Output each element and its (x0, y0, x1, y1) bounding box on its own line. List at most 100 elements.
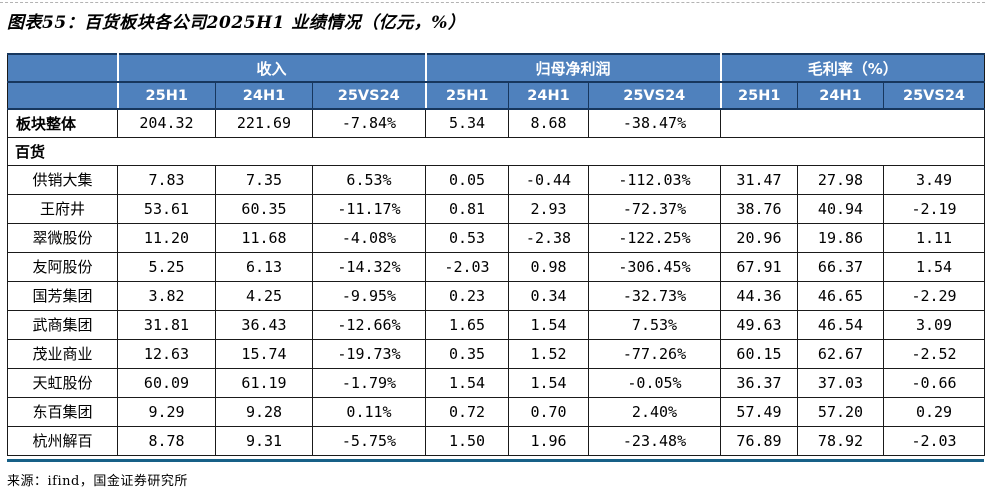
value-cell: 36.43 (215, 309, 313, 340)
empty-merged-cell (720, 108, 985, 138)
value-cell: 2.40% (588, 396, 721, 427)
value-cell: -1.79% (312, 367, 426, 398)
value-cell: -32.73% (588, 280, 721, 311)
value-cell: 7.53% (588, 309, 721, 340)
performance-table: 收入 归母净利润 毛利率（%） 25H1 24H1 25VS24 25H1 24… (6, 53, 985, 456)
company-row: 东百集团 9.29 9.28 0.11% 0.72 0.70 2.40% 57.49 57.20… (7, 396, 985, 427)
value-cell: 3.82 (117, 280, 216, 311)
value-cell: 0.72 (425, 396, 509, 427)
company-row: 国芳集团 3.82 4.25 -9.95% 0.23 0.34 -32.73% 44.36 46… (7, 280, 985, 311)
value-cell: -2.38 (508, 222, 589, 253)
table-header: 收入 归母净利润 毛利率（%） 25H1 24H1 25VS24 25H1 24… (7, 54, 985, 110)
value-cell: -23.48% (588, 425, 721, 456)
value-cell: 31.47 (720, 164, 798, 195)
group-header-row: 收入 归母净利润 毛利率（%） (7, 54, 985, 83)
sub-header-row: 25H1 24H1 25VS24 25H1 24H1 25VS24 25H1 2… (7, 82, 985, 110)
col-margin-25vs24: 25VS24 (882, 82, 985, 110)
value-cell: 0.70 (508, 396, 589, 427)
table-bottom-accent-line (7, 459, 984, 462)
value-cell: -2.03 (425, 251, 509, 282)
value-cell: 36.37 (720, 367, 798, 398)
col-margin-24h1: 24H1 (797, 82, 884, 110)
company-name: 茂业商业 (7, 338, 118, 369)
value-cell: 4.25 (215, 280, 313, 311)
company-name: 翠微股份 (7, 222, 118, 253)
value-cell: 9.31 (215, 425, 313, 456)
value-cell: 221.69 (215, 108, 313, 138)
value-cell: 15.74 (215, 338, 313, 369)
value-cell: 27.98 (797, 164, 884, 195)
value-cell: 0.53 (425, 222, 509, 253)
value-cell: -9.95% (312, 280, 426, 311)
company-name: 国芳集团 (7, 280, 118, 311)
value-cell: 53.61 (117, 193, 216, 224)
value-cell: -0.66 (882, 367, 985, 398)
value-cell: 76.89 (720, 425, 798, 456)
group-revenue: 收入 (116, 54, 426, 83)
value-cell: -11.17% (312, 193, 426, 224)
company-name: 东百集团 (7, 396, 118, 427)
value-cell: 7.83 (117, 164, 216, 195)
value-cell: 9.29 (117, 396, 216, 427)
col-margin-25h1: 25H1 (719, 82, 798, 110)
value-cell: 66.37 (797, 251, 884, 282)
value-cell: 3.49 (882, 164, 985, 195)
value-cell: 19.86 (797, 222, 884, 253)
col-profit-25vs24: 25VS24 (588, 82, 721, 110)
company-row: 天虹股份 60.09 61.19 -1.79% 1.54 1.54 -0.05% 36.37 3… (7, 367, 985, 398)
value-cell: -306.45% (588, 251, 721, 282)
value-cell: 57.20 (797, 396, 884, 427)
value-cell: -2.29 (882, 280, 985, 311)
company-name: 杭州解百 (7, 425, 118, 456)
name-column-subheader (7, 82, 118, 110)
company-name: 王府井 (7, 193, 118, 224)
value-cell: 60.09 (117, 367, 216, 398)
value-cell: -112.03% (588, 164, 721, 195)
name-column-header (7, 54, 118, 83)
value-cell: 8.78 (117, 425, 216, 456)
value-cell: -0.44 (508, 164, 589, 195)
value-cell: -7.84% (312, 108, 426, 138)
value-cell: 1.54 (508, 309, 589, 340)
top-dashed-divider (0, 2, 985, 3)
value-cell: 67.91 (720, 251, 798, 282)
section-header-row: 百货 (6, 136, 985, 166)
company-row: 武商集团 31.81 36.43 -12.66% 1.65 1.54 7.53% 49.63 4… (7, 309, 985, 340)
value-cell: 204.32 (117, 108, 216, 138)
value-cell: 57.49 (720, 396, 798, 427)
company-row: 王府井 53.61 60.35 -11.17% 0.81 2.93 -72.37% 38.76… (7, 193, 985, 224)
value-cell: 11.68 (215, 222, 313, 253)
col-profit-24h1: 24H1 (508, 82, 589, 110)
value-cell: 38.76 (720, 193, 798, 224)
value-cell: 49.63 (720, 309, 798, 340)
value-cell: 3.09 (882, 309, 985, 340)
value-cell: 1.50 (425, 425, 509, 456)
company-row: 供销大集 7.83 7.35 6.53% 0.05 -0.44 -112.03% 31.47 2… (7, 164, 985, 195)
value-cell: 60.15 (720, 338, 798, 369)
col-revenue-25h1: 25H1 (116, 82, 216, 110)
sector-total-row: 板块整体 204.32 221.69 -7.84% 5.34 8.68 -38.47% (7, 108, 985, 138)
company-row: 杭州解百 8.78 9.31 -5.75% 1.50 1.96 -23.48% 76.89 78… (7, 425, 985, 456)
value-cell: 61.19 (215, 367, 313, 398)
value-cell: 40.94 (797, 193, 884, 224)
value-cell: 0.34 (508, 280, 589, 311)
company-name: 友阿股份 (7, 251, 118, 282)
value-cell: 78.92 (797, 425, 884, 456)
value-cell: 8.68 (508, 108, 589, 138)
company-name: 供销大集 (7, 164, 118, 195)
value-cell: 1.96 (508, 425, 589, 456)
value-cell: 6.53% (312, 164, 426, 195)
value-cell: 62.67 (797, 338, 884, 369)
value-cell: 1.54 (882, 251, 985, 282)
value-cell: -5.75% (312, 425, 426, 456)
value-cell: 6.13 (215, 251, 313, 282)
value-cell: 37.03 (797, 367, 884, 398)
value-cell: 0.23 (425, 280, 509, 311)
value-cell: 1.11 (882, 222, 985, 253)
value-cell: -72.37% (588, 193, 721, 224)
value-cell: 11.20 (117, 222, 216, 253)
value-cell: 2.93 (508, 193, 589, 224)
value-cell: 0.05 (425, 164, 509, 195)
value-cell: 1.65 (425, 309, 509, 340)
figure-title: 图表55：百货板块各公司2025H1 业绩情况（亿元，%） (7, 13, 466, 33)
